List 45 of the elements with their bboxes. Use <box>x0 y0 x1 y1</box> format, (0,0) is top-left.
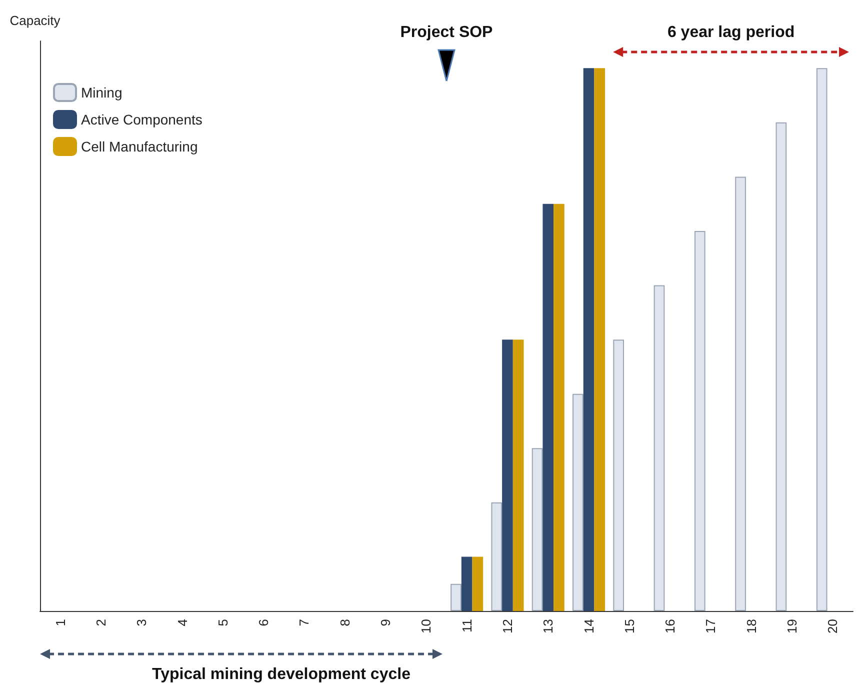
bar <box>502 340 513 611</box>
text: Project SOP <box>400 24 494 41</box>
bar <box>512 340 524 611</box>
x-tick-label: 17 <box>703 619 718 634</box>
x-tick-label: 8 <box>337 619 352 626</box>
bar <box>594 68 606 611</box>
x-tick-label: 16 <box>662 619 678 634</box>
x-tick-label: 6 <box>256 619 272 626</box>
x-tick-label: 2 <box>93 619 108 626</box>
text: Typical mining development cycle <box>152 666 411 683</box>
x-tick-label: 7 <box>296 619 312 626</box>
bar <box>816 68 828 611</box>
bar <box>735 176 746 611</box>
x-tick-label: 18 <box>744 619 759 634</box>
bar <box>491 502 502 611</box>
x-tick-label: 5 <box>215 619 230 626</box>
x-tick-label: 1 <box>52 619 68 626</box>
bar <box>776 122 787 611</box>
x-tick-label: 11 <box>459 619 474 632</box>
bar <box>613 340 624 611</box>
bar <box>472 556 484 611</box>
x-tick-label: 3 <box>134 619 150 626</box>
bar <box>461 556 472 611</box>
bar <box>572 394 584 611</box>
y-axis-title: Capacity <box>10 13 61 28</box>
legend-label: Active Components <box>81 112 202 128</box>
x-tick-label: 14 <box>581 619 596 634</box>
bar <box>542 204 554 611</box>
x-tick-label: 19 <box>784 619 800 634</box>
x-tick-label: 12 <box>500 619 515 634</box>
x-tick-label: 15 <box>622 619 637 634</box>
x-tick-label: 13 <box>540 619 556 634</box>
text: 6 year lag period <box>667 24 795 41</box>
bar <box>654 285 665 611</box>
x-tick-label: 9 <box>378 619 394 626</box>
x-tick-label: 4 <box>174 619 190 626</box>
bar <box>583 68 594 611</box>
bar <box>532 448 543 611</box>
x-tick-label: 10 <box>418 619 434 634</box>
legend-label: Cell Manufacturing <box>81 138 198 154</box>
legend-label: Mining <box>81 84 122 100</box>
bar <box>450 584 462 611</box>
bar <box>554 204 564 611</box>
bar <box>694 231 706 611</box>
x-tick-label: 20 <box>825 619 840 634</box>
